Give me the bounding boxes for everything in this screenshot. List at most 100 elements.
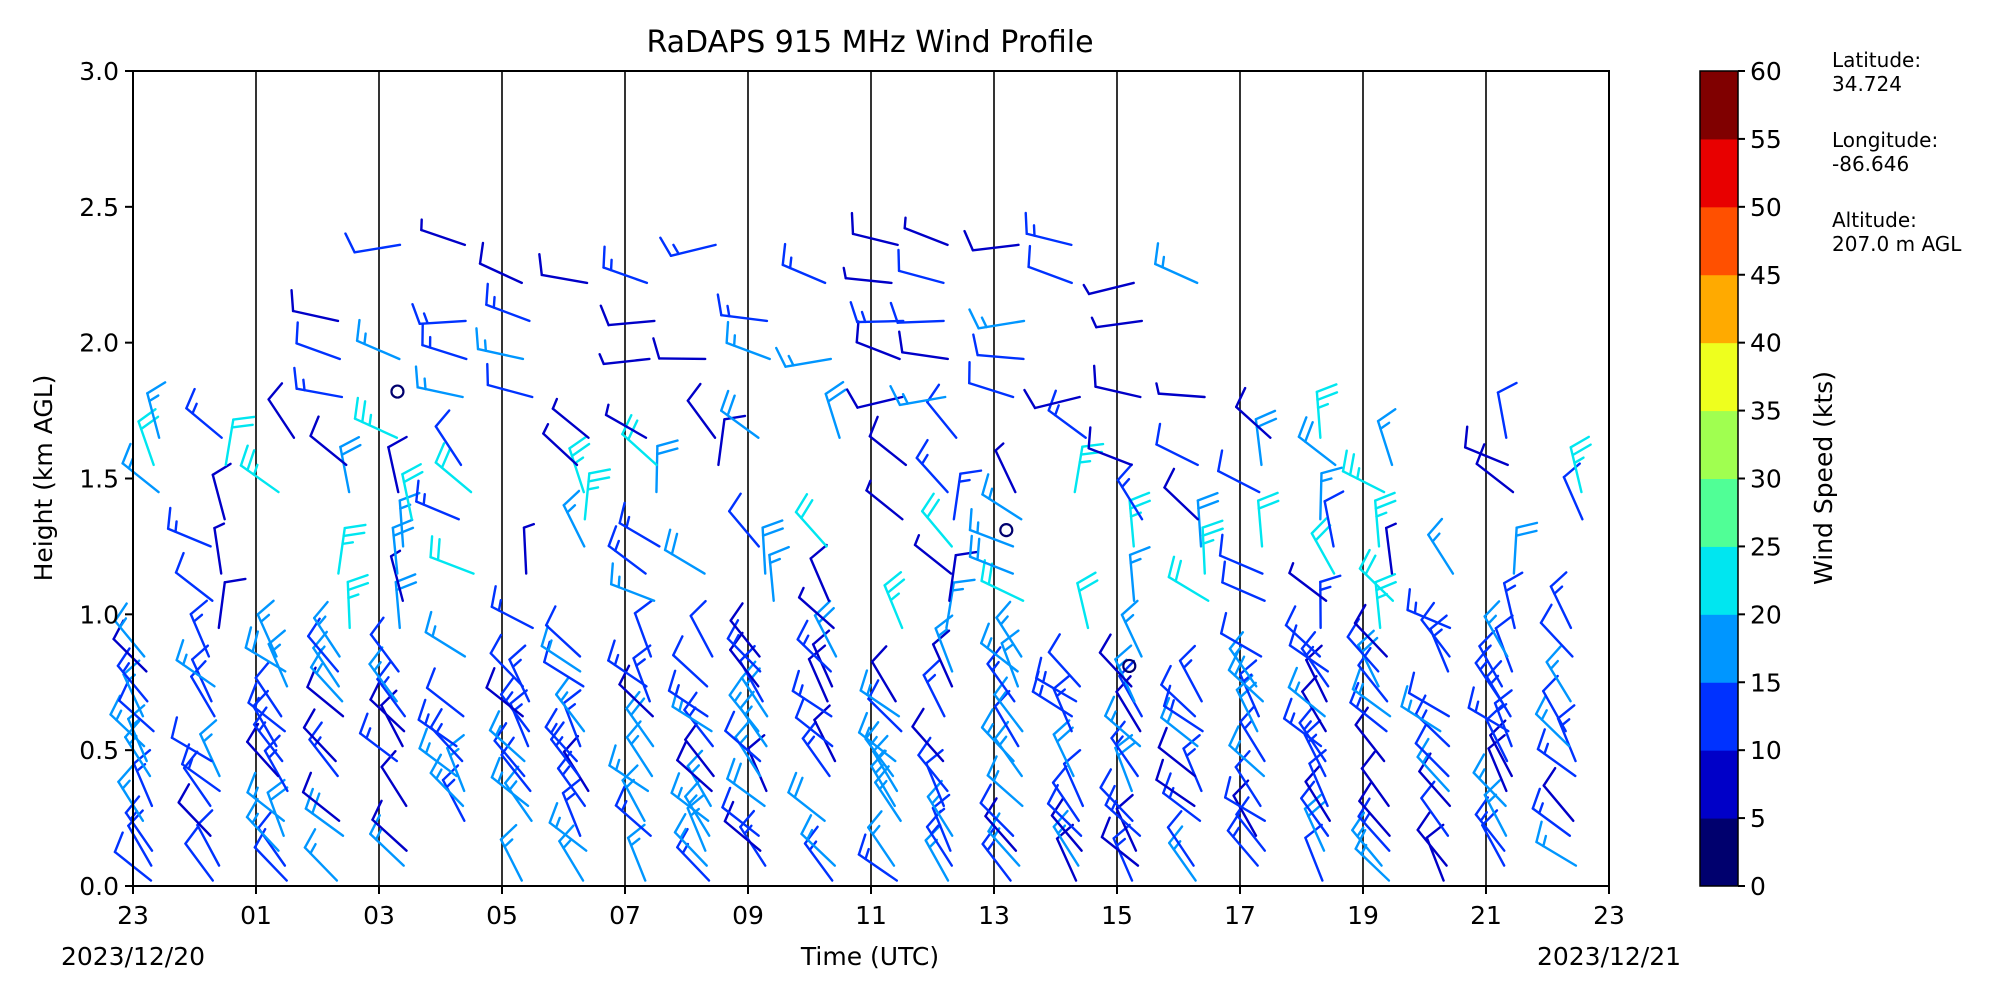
wind-barb xyxy=(499,676,531,733)
x-tick-label: 03 xyxy=(363,901,395,930)
y-tick-label: 1.5 xyxy=(79,465,119,494)
wind-barb xyxy=(811,629,834,688)
wind-barb xyxy=(548,802,588,852)
wind-barb xyxy=(1035,656,1078,703)
colorbar-tick-label: 30 xyxy=(1750,465,1782,494)
wind-barb xyxy=(1301,675,1327,733)
x-tick-label: 23 xyxy=(117,901,149,930)
wind-barb xyxy=(1304,764,1331,822)
wind-barb xyxy=(607,525,647,575)
wind-barb xyxy=(686,382,717,439)
wind-barb xyxy=(1092,364,1142,399)
wind-barb xyxy=(1303,719,1327,778)
wind-barb xyxy=(1358,548,1395,602)
wind-barb xyxy=(652,337,707,361)
wind-barb xyxy=(903,216,949,247)
station-info-alt: Altitude: 207.0 m AGL xyxy=(1832,208,1961,256)
wind-barb xyxy=(1256,491,1280,548)
wind-barb xyxy=(1228,725,1266,778)
wind-barb xyxy=(421,323,468,361)
wind-barb xyxy=(1373,491,1397,548)
wind-barb xyxy=(387,435,408,494)
wind-barb xyxy=(113,602,146,658)
wind-barb xyxy=(1569,435,1592,494)
wind-barb xyxy=(369,679,406,733)
wind-barb xyxy=(659,236,717,257)
wind-barb xyxy=(898,330,949,361)
colorbar-segment xyxy=(1700,138,1738,208)
wind-barb xyxy=(213,522,226,575)
wind-barb xyxy=(267,382,296,439)
wind-barb xyxy=(1556,704,1577,763)
wind-barb xyxy=(124,720,152,778)
wind-barb xyxy=(867,810,896,867)
wind-barb xyxy=(1542,766,1575,822)
wind-barb xyxy=(870,645,897,703)
y-tick-label: 1.0 xyxy=(79,600,119,629)
wind-barb xyxy=(626,823,647,882)
wind-barb xyxy=(1496,381,1518,439)
wind-barb xyxy=(1478,629,1504,688)
wind-barb xyxy=(621,414,658,467)
wind-barb xyxy=(1536,728,1577,778)
wind-barb xyxy=(301,771,341,822)
wind-barb xyxy=(1349,681,1388,733)
colorbar-segment xyxy=(1700,614,1738,683)
y-tick-label: 0.5 xyxy=(79,736,119,765)
wind-barb xyxy=(475,327,525,361)
wind-barb xyxy=(353,396,399,439)
colorbar-segment xyxy=(1700,410,1738,479)
wind-barb xyxy=(768,545,790,602)
wind-barb xyxy=(800,814,837,867)
wind-barb xyxy=(1384,522,1397,575)
wind-barb xyxy=(1354,706,1386,763)
wind-barb xyxy=(761,519,784,575)
colorbar-segment xyxy=(1700,546,1738,615)
wind-barb xyxy=(485,282,531,323)
wind-barb xyxy=(1155,758,1196,808)
wind-barb xyxy=(256,599,278,658)
wind-barb xyxy=(598,353,651,366)
wind-barb xyxy=(1298,705,1327,763)
wind-barb xyxy=(1562,462,1584,521)
calm-circle xyxy=(390,384,405,399)
wind-barb xyxy=(915,438,949,494)
wind-barb xyxy=(189,599,211,658)
wind-barb xyxy=(247,682,286,733)
colorbar-tick-label: 45 xyxy=(1750,261,1782,290)
y-tick-label: 2.0 xyxy=(79,329,119,358)
wind-barb xyxy=(109,694,146,748)
wind-barb xyxy=(670,772,710,822)
wind-barb xyxy=(673,813,708,867)
wind-barb xyxy=(911,707,945,763)
wind-barb xyxy=(1467,686,1510,733)
wind-barb xyxy=(1282,697,1323,748)
colorbar-label: Wind Speed (kts) xyxy=(1809,371,1838,585)
wind-barb xyxy=(1062,749,1085,808)
wind-barb xyxy=(633,599,653,658)
wind-barb xyxy=(1319,574,1342,630)
wind-barb xyxy=(503,765,533,822)
x-tick-label: 15 xyxy=(1101,901,1133,930)
wind-barb xyxy=(121,442,160,494)
wind-barb xyxy=(266,778,289,837)
end-date-label: 2023/12/21 xyxy=(1537,942,1681,971)
wind-barb xyxy=(211,462,232,521)
wind-barb xyxy=(1155,382,1206,399)
wind-barb xyxy=(981,473,1023,521)
wind-barb xyxy=(499,823,523,882)
colorbar-segment xyxy=(1700,274,1738,344)
wind-barb xyxy=(1310,517,1336,575)
wind-barb xyxy=(720,389,760,439)
wind-barb xyxy=(544,605,582,658)
wind-barb xyxy=(683,691,714,748)
wind-barb xyxy=(922,659,946,718)
x-tick-label: 09 xyxy=(732,901,764,930)
start-date-label: 2023/12/20 xyxy=(61,942,205,971)
wind-barb xyxy=(1297,416,1337,467)
wind-barb xyxy=(1483,600,1509,658)
wind-barb xyxy=(1463,425,1509,467)
x-tick-label: 19 xyxy=(1347,901,1379,930)
wind-barb xyxy=(625,690,655,748)
